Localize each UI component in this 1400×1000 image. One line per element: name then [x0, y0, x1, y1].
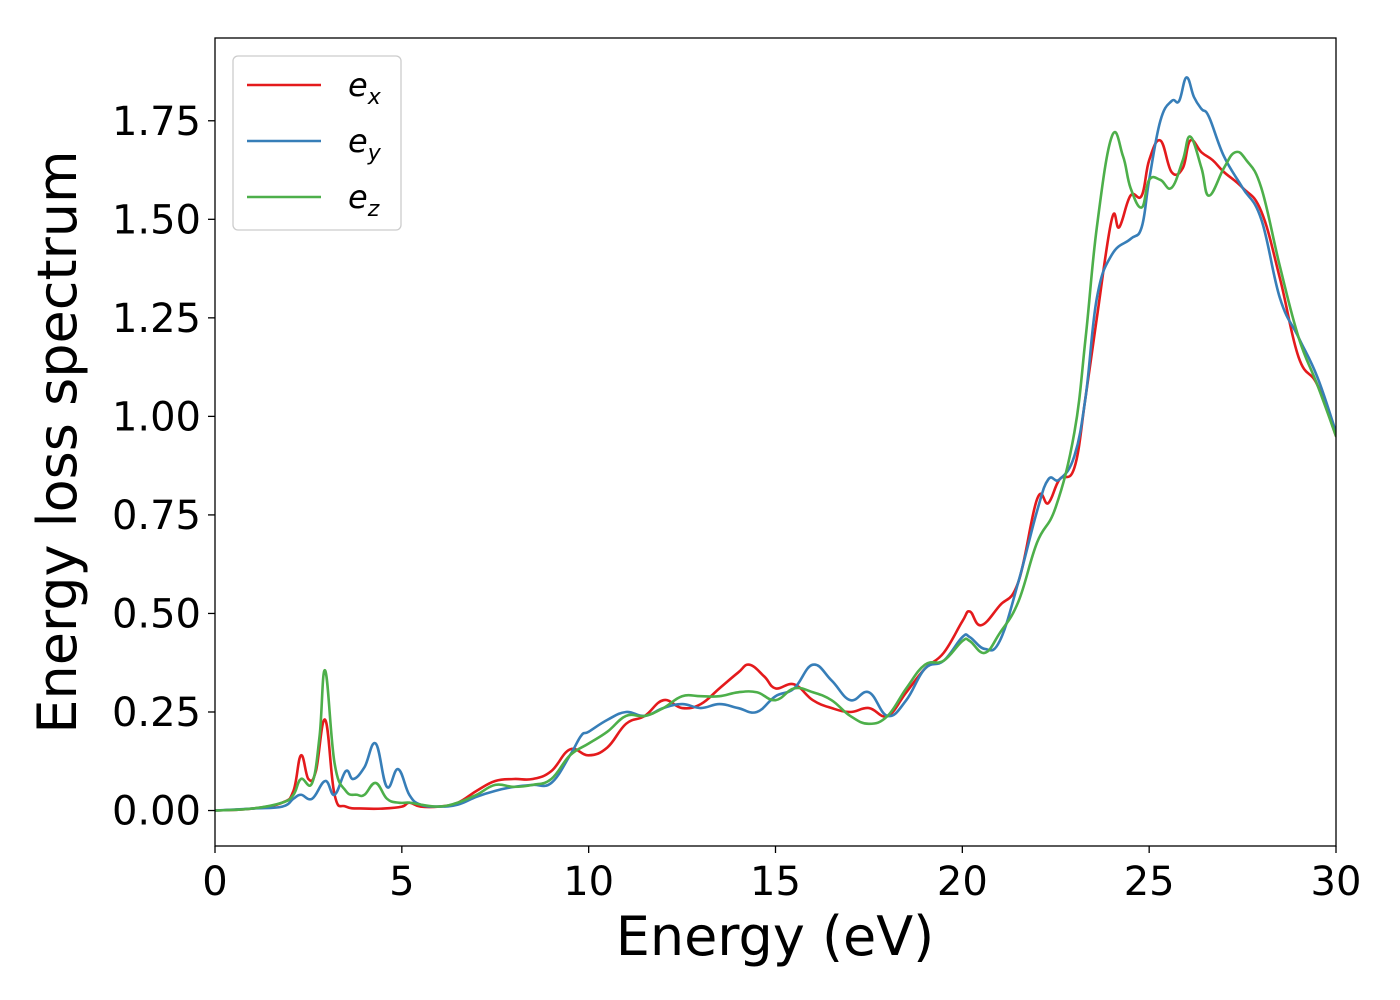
series-layer: [215, 76, 1336, 812]
x-tick-label: 10: [563, 859, 614, 905]
y-axis-ticks: 0.00 0.25 0.50 0.75 1.00 1.25 1.50 1.75: [112, 99, 215, 835]
x-tick-label: 15: [750, 859, 801, 905]
y-tick-label: 0.00: [112, 789, 201, 835]
y-tick-label: 0.75: [112, 493, 201, 539]
x-tick-label: 20: [937, 859, 988, 905]
legend-label-base: e: [348, 178, 368, 216]
x-tick-label: 5: [389, 859, 414, 905]
x-axis-ticks: 0 5 10 15 20 25 30: [202, 846, 1361, 905]
y-tick-label: 1.50: [112, 197, 201, 243]
x-axis-title: Energy (eV): [616, 905, 935, 968]
legend-label-ex: ex: [348, 66, 382, 110]
y-tick-label: 0.25: [112, 690, 201, 736]
legend-label-ey: ey: [348, 122, 382, 166]
legend-label-ez: ez: [348, 178, 380, 222]
y-tick-label: 1.25: [112, 296, 201, 342]
y-tick-label: 1.75: [112, 99, 201, 145]
legend-label-subscript: z: [367, 197, 380, 222]
series-line-ez: [215, 130, 1336, 812]
y-tick-label: 0.50: [112, 591, 201, 637]
legend-label-base: e: [348, 66, 368, 104]
x-tick-label: 30: [1311, 859, 1362, 905]
legend-box: [232, 55, 402, 231]
legend-label-subscript: y: [367, 141, 382, 166]
x-tick-label: 0: [202, 859, 227, 905]
series-line-ey: [215, 76, 1336, 812]
legend-label-subscript: x: [367, 85, 382, 110]
y-axis-title: Energy loss spectrum: [26, 150, 89, 733]
y-tick-label: 1.00: [112, 394, 201, 440]
series-line-ex: [215, 138, 1336, 812]
legend-label-base: e: [348, 122, 368, 160]
x-tick-label: 25: [1124, 859, 1175, 905]
